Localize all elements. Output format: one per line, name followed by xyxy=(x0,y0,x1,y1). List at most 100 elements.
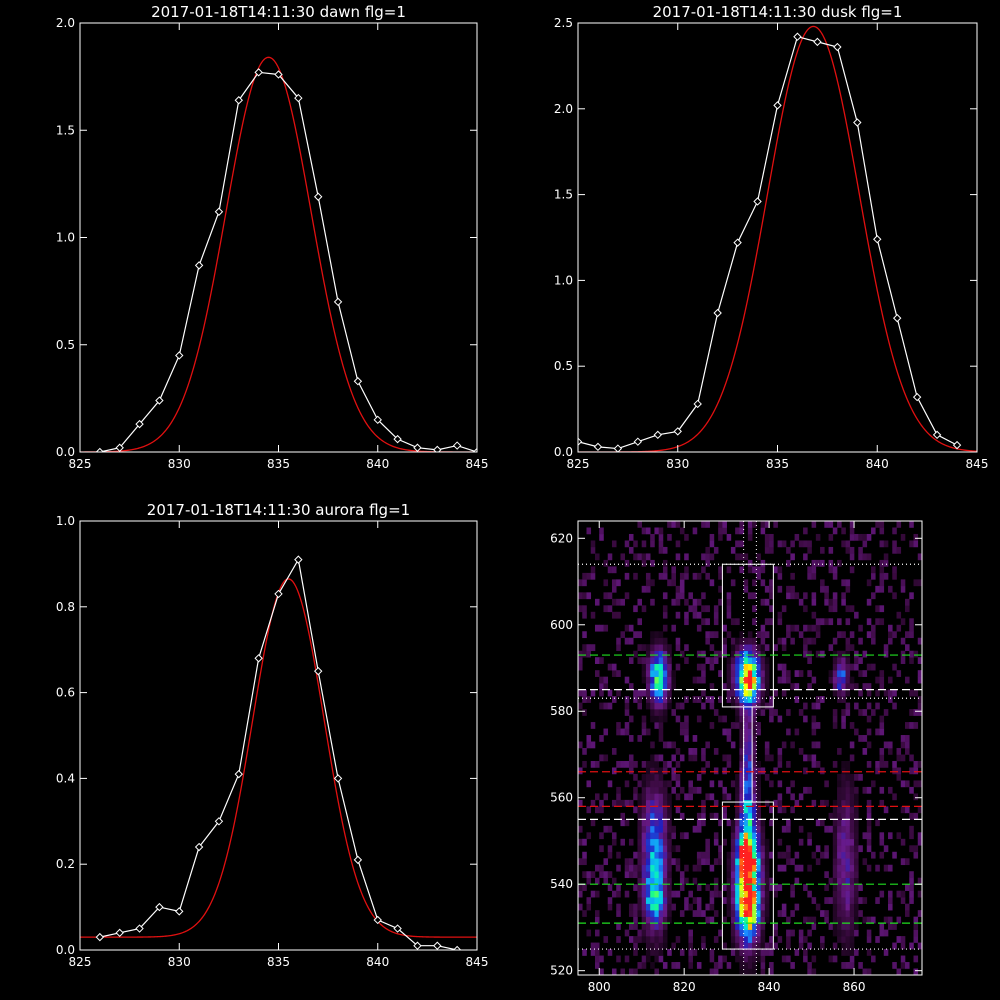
heatmap-cell xyxy=(900,890,906,898)
heatmap-cell xyxy=(769,696,774,703)
data-point xyxy=(892,313,902,323)
heatmap-cell xyxy=(760,767,766,775)
heatmap-cell xyxy=(675,598,681,606)
heatmap-cell xyxy=(650,786,655,794)
heatmap-cell xyxy=(777,851,783,859)
heatmap-cell xyxy=(667,812,672,820)
data-point xyxy=(135,924,144,933)
heatmap-cell xyxy=(735,838,740,846)
heatmap-cell xyxy=(756,949,761,956)
heatmap-cell xyxy=(586,741,592,749)
heatmap-cell xyxy=(752,579,757,587)
heatmap-cell xyxy=(879,923,885,930)
heatmap-cell xyxy=(892,592,897,600)
heatmap-cell xyxy=(828,897,834,904)
heatmap-cell xyxy=(628,735,634,742)
heatmap-cell xyxy=(909,650,914,658)
heatmap-cell xyxy=(739,806,744,814)
heatmap-cell xyxy=(764,644,770,652)
heatmap-cell xyxy=(781,806,787,814)
heatmap-cell xyxy=(701,812,706,820)
heatmap-cell xyxy=(658,916,664,924)
heatmap-cell xyxy=(743,767,749,775)
heatmap-cell xyxy=(849,864,855,872)
heatmap-cell xyxy=(650,799,655,807)
heatmap-cell xyxy=(756,676,761,684)
heatmap-cell xyxy=(743,890,749,898)
heatmap-cell xyxy=(858,689,863,697)
heatmap-cell xyxy=(781,637,787,645)
heatmap-cell xyxy=(671,832,676,840)
heatmap-cell xyxy=(900,585,906,593)
heatmap-cell xyxy=(832,663,838,671)
heatmap-cell xyxy=(726,735,732,742)
heatmap-cell xyxy=(896,767,902,775)
heatmap-cell xyxy=(849,942,855,950)
heatmap-cell xyxy=(743,949,749,956)
heatmap-cell xyxy=(820,851,825,859)
heatmap-cell xyxy=(871,631,876,639)
heatmap-cell xyxy=(803,949,808,956)
heatmap-cell xyxy=(645,728,651,736)
heatmap-cell xyxy=(578,884,583,891)
heatmap-cell xyxy=(696,715,702,723)
heatmap-cell xyxy=(811,799,817,807)
heatmap-cell xyxy=(667,533,672,541)
data-point xyxy=(452,441,462,450)
heatmap-cell xyxy=(905,644,910,652)
heatmap-cell xyxy=(658,533,664,541)
heatmap-cell xyxy=(679,871,685,879)
heatmap-cell xyxy=(654,793,659,801)
heatmap-cell xyxy=(879,786,885,794)
heatmap-cell xyxy=(756,884,761,891)
heatmap-cell xyxy=(752,760,757,768)
heatmap-cell xyxy=(854,890,859,898)
heatmap-cell xyxy=(658,851,664,859)
heatmap-cell xyxy=(650,670,655,677)
heatmap-cell xyxy=(905,722,910,729)
heatmap-cell xyxy=(594,949,600,956)
heatmap-cell xyxy=(611,663,617,671)
heatmap-cell xyxy=(849,644,855,652)
heatmap-cell xyxy=(696,864,702,872)
heatmap-cell xyxy=(845,936,851,943)
heatmap-cell xyxy=(722,897,727,904)
heatmap-cell xyxy=(786,851,791,859)
heatmap-cell xyxy=(641,715,647,723)
heatmap-cell xyxy=(837,689,842,697)
heatmap-cell xyxy=(739,871,744,879)
heatmap-cell xyxy=(764,618,770,626)
heatmap-cell xyxy=(650,838,655,846)
heatmap-cell xyxy=(735,696,740,703)
heatmap-cell xyxy=(832,689,838,697)
x-tick-label: 835 xyxy=(267,457,290,471)
heatmap-cell xyxy=(866,929,872,937)
heatmap-cell xyxy=(696,696,702,703)
heatmap-cell xyxy=(578,702,583,710)
heatmap-cell xyxy=(905,605,910,613)
heatmap-cell xyxy=(705,605,710,613)
heatmap-cell xyxy=(739,949,744,956)
heatmap-cell xyxy=(739,786,744,794)
heatmap-cell xyxy=(718,845,723,853)
heatmap-cell xyxy=(650,540,655,548)
heatmap-cell xyxy=(735,702,740,710)
heatmap-cell xyxy=(679,812,685,820)
heatmap-cell xyxy=(900,858,906,866)
heatmap-cell xyxy=(650,884,655,891)
heatmap-cell xyxy=(688,903,693,911)
heatmap-cell xyxy=(747,858,753,866)
heatmap-cell xyxy=(692,572,698,580)
heatmap-cell xyxy=(790,806,795,814)
heatmap-cell xyxy=(794,683,800,690)
data-point xyxy=(214,207,224,216)
heatmap-cell xyxy=(913,793,919,801)
heatmap-cell xyxy=(624,780,630,788)
heatmap-cell xyxy=(701,799,706,807)
heatmap-cell xyxy=(688,780,693,788)
heatmap-cell xyxy=(650,598,655,606)
heatmap-cell xyxy=(637,806,643,814)
chart-title: 2017-01-18T14:11:30 dusk flg=1 xyxy=(653,3,903,21)
data-point xyxy=(433,941,442,950)
heatmap-cell xyxy=(658,767,664,775)
